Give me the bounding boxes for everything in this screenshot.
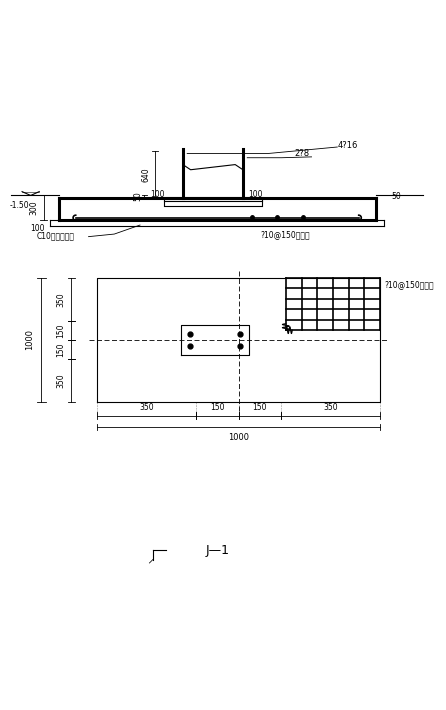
Text: 100: 100 bbox=[31, 224, 45, 234]
Text: 50: 50 bbox=[133, 191, 142, 200]
Text: 4?16: 4?16 bbox=[337, 141, 358, 150]
Text: 100: 100 bbox=[248, 190, 263, 199]
Text: 350: 350 bbox=[56, 293, 65, 307]
Text: 150: 150 bbox=[56, 324, 65, 338]
Text: -1.50: -1.50 bbox=[9, 201, 29, 209]
Text: 1000: 1000 bbox=[228, 432, 249, 442]
Text: 1000: 1000 bbox=[25, 329, 34, 351]
Text: 350: 350 bbox=[56, 373, 65, 388]
Text: 50: 50 bbox=[391, 192, 401, 202]
Text: 300: 300 bbox=[29, 200, 39, 215]
Text: 640: 640 bbox=[141, 168, 150, 182]
Text: 2?8: 2?8 bbox=[294, 149, 310, 158]
Text: C10混凝土垫层: C10混凝土垫层 bbox=[37, 231, 75, 241]
Text: 100: 100 bbox=[150, 190, 165, 199]
Text: J—1: J—1 bbox=[205, 544, 229, 557]
Text: ?10@150钢筋网: ?10@150钢筋网 bbox=[260, 231, 310, 239]
Text: 150: 150 bbox=[252, 403, 267, 412]
Text: ?10@150钢筋网: ?10@150钢筋网 bbox=[384, 280, 434, 289]
Text: 350: 350 bbox=[139, 403, 154, 412]
Text: 150: 150 bbox=[210, 403, 225, 412]
Text: 150: 150 bbox=[56, 342, 65, 356]
Text: 350: 350 bbox=[323, 403, 338, 412]
